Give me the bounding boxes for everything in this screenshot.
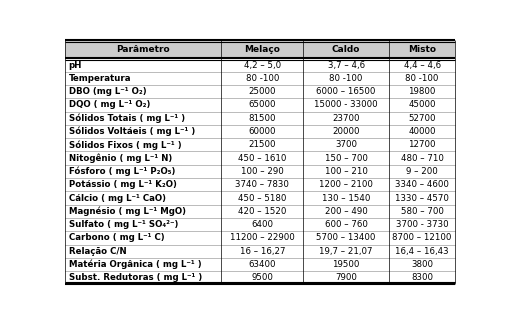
Text: 8700 – 12100: 8700 – 12100 — [392, 233, 452, 242]
Text: 3700: 3700 — [335, 140, 357, 149]
Bar — [66, 85, 455, 98]
Text: 19,7 – 21,07: 19,7 – 21,07 — [320, 247, 373, 256]
Text: 15000 - 33000: 15000 - 33000 — [314, 100, 378, 109]
Bar — [66, 72, 455, 85]
Text: 80 -100: 80 -100 — [245, 74, 279, 83]
Text: 60000: 60000 — [248, 127, 276, 136]
Text: Sulfato ( mg L⁻¹ SO₄²⁻): Sulfato ( mg L⁻¹ SO₄²⁻) — [69, 220, 178, 229]
Bar — [66, 152, 455, 165]
Text: 200 – 490: 200 – 490 — [325, 207, 367, 216]
Text: 12700: 12700 — [408, 140, 436, 149]
Text: 1200 – 2100: 1200 – 2100 — [319, 180, 373, 189]
Text: 3740 – 7830: 3740 – 7830 — [235, 180, 289, 189]
Bar — [66, 258, 455, 271]
Text: 5700 – 13400: 5700 – 13400 — [316, 233, 376, 242]
Bar — [66, 40, 455, 58]
Text: 25000: 25000 — [248, 87, 276, 96]
Text: 3800: 3800 — [411, 260, 433, 269]
Text: 19500: 19500 — [332, 260, 360, 269]
Bar — [66, 98, 455, 112]
Text: Melaço: Melaço — [244, 45, 280, 54]
Text: pH: pH — [69, 61, 82, 70]
Text: 480 – 710: 480 – 710 — [401, 154, 443, 163]
Bar — [66, 112, 455, 125]
Text: Temperatura: Temperatura — [69, 74, 131, 83]
Bar — [66, 245, 455, 258]
Text: 130 – 1540: 130 – 1540 — [322, 194, 370, 203]
Text: 4,4 – 4,6: 4,4 – 4,6 — [403, 61, 440, 70]
Text: 19800: 19800 — [408, 87, 436, 96]
Text: 8300: 8300 — [411, 273, 433, 282]
Text: 7900: 7900 — [335, 273, 357, 282]
Text: 80 -100: 80 -100 — [329, 74, 363, 83]
Text: 63400: 63400 — [248, 260, 276, 269]
Text: Sólidos Fixos ( mg L⁻¹ ): Sólidos Fixos ( mg L⁻¹ ) — [69, 140, 181, 150]
Text: 45000: 45000 — [408, 100, 436, 109]
Bar — [66, 231, 455, 245]
Text: 40000: 40000 — [408, 127, 436, 136]
Bar — [66, 178, 455, 191]
Text: 150 – 700: 150 – 700 — [325, 154, 367, 163]
Text: 52700: 52700 — [408, 114, 436, 123]
Text: 100 – 210: 100 – 210 — [325, 167, 367, 176]
Text: 450 – 1610: 450 – 1610 — [238, 154, 287, 163]
Text: DQO ( mg L⁻¹ O₂): DQO ( mg L⁻¹ O₂) — [69, 100, 150, 109]
Text: Nitogênio ( mg L⁻¹ N): Nitogênio ( mg L⁻¹ N) — [69, 153, 172, 163]
Text: Matéria Orgânica ( mg L⁻¹ ): Matéria Orgânica ( mg L⁻¹ ) — [69, 260, 201, 269]
Text: 3700 - 3730: 3700 - 3730 — [396, 220, 449, 229]
Bar — [66, 271, 455, 284]
Text: 9 – 200: 9 – 200 — [406, 167, 438, 176]
Text: Relação C/N: Relação C/N — [69, 247, 126, 256]
Text: 450 – 5180: 450 – 5180 — [238, 194, 287, 203]
Text: 4,2 – 5,0: 4,2 – 5,0 — [244, 61, 281, 70]
Text: Sólidos Voltáeis ( mg L⁻¹ ): Sólidos Voltáeis ( mg L⁻¹ ) — [69, 127, 195, 136]
Text: 65000: 65000 — [248, 100, 276, 109]
Bar — [66, 191, 455, 205]
Text: Fósforo ( mg L⁻¹ P₂O₅): Fósforo ( mg L⁻¹ P₂O₅) — [69, 167, 175, 176]
Text: Magnésio ( mg L⁻¹ MgO): Magnésio ( mg L⁻¹ MgO) — [69, 206, 185, 216]
Text: 21500: 21500 — [248, 140, 276, 149]
Bar — [66, 58, 455, 72]
Text: 6400: 6400 — [251, 220, 273, 229]
Text: 420 – 1520: 420 – 1520 — [238, 207, 287, 216]
Text: 81500: 81500 — [248, 114, 276, 123]
Bar — [66, 125, 455, 138]
Text: Cálcio ( mg L⁻¹ CaO): Cálcio ( mg L⁻¹ CaO) — [69, 194, 166, 203]
Text: 20000: 20000 — [332, 127, 360, 136]
Bar — [66, 165, 455, 178]
Text: Subst. Redutoras ( mg L⁻¹ ): Subst. Redutoras ( mg L⁻¹ ) — [69, 273, 202, 282]
Text: 23700: 23700 — [332, 114, 360, 123]
Bar — [66, 138, 455, 152]
Text: 600 – 760: 600 – 760 — [325, 220, 367, 229]
Text: 580 – 700: 580 – 700 — [401, 207, 443, 216]
Text: 3,7 – 4,6: 3,7 – 4,6 — [328, 61, 365, 70]
Text: Parâmetro: Parâmetro — [117, 45, 170, 54]
Text: Caldo: Caldo — [332, 45, 360, 54]
Text: 9500: 9500 — [251, 273, 273, 282]
Text: 80 -100: 80 -100 — [405, 74, 439, 83]
Text: 6000 – 16500: 6000 – 16500 — [316, 87, 376, 96]
Text: 11200 – 22900: 11200 – 22900 — [230, 233, 295, 242]
Text: 16 – 16,27: 16 – 16,27 — [240, 247, 285, 256]
Text: 1330 – 4570: 1330 – 4570 — [395, 194, 449, 203]
Text: Misto: Misto — [408, 45, 436, 54]
Text: Carbono ( mg L⁻¹ C): Carbono ( mg L⁻¹ C) — [69, 233, 164, 242]
Text: 3340 – 4600: 3340 – 4600 — [395, 180, 449, 189]
Text: Potássio ( mg L⁻¹ K₂O): Potássio ( mg L⁻¹ K₂O) — [69, 180, 176, 189]
Text: 16,4 – 16,43: 16,4 – 16,43 — [395, 247, 449, 256]
Text: 100 – 290: 100 – 290 — [241, 167, 283, 176]
Bar — [66, 205, 455, 218]
Bar — [66, 218, 455, 231]
Text: DBO (mg L⁻¹ O₂): DBO (mg L⁻¹ O₂) — [69, 87, 146, 96]
Text: Sólidos Totais ( mg L⁻¹ ): Sólidos Totais ( mg L⁻¹ ) — [69, 113, 185, 123]
